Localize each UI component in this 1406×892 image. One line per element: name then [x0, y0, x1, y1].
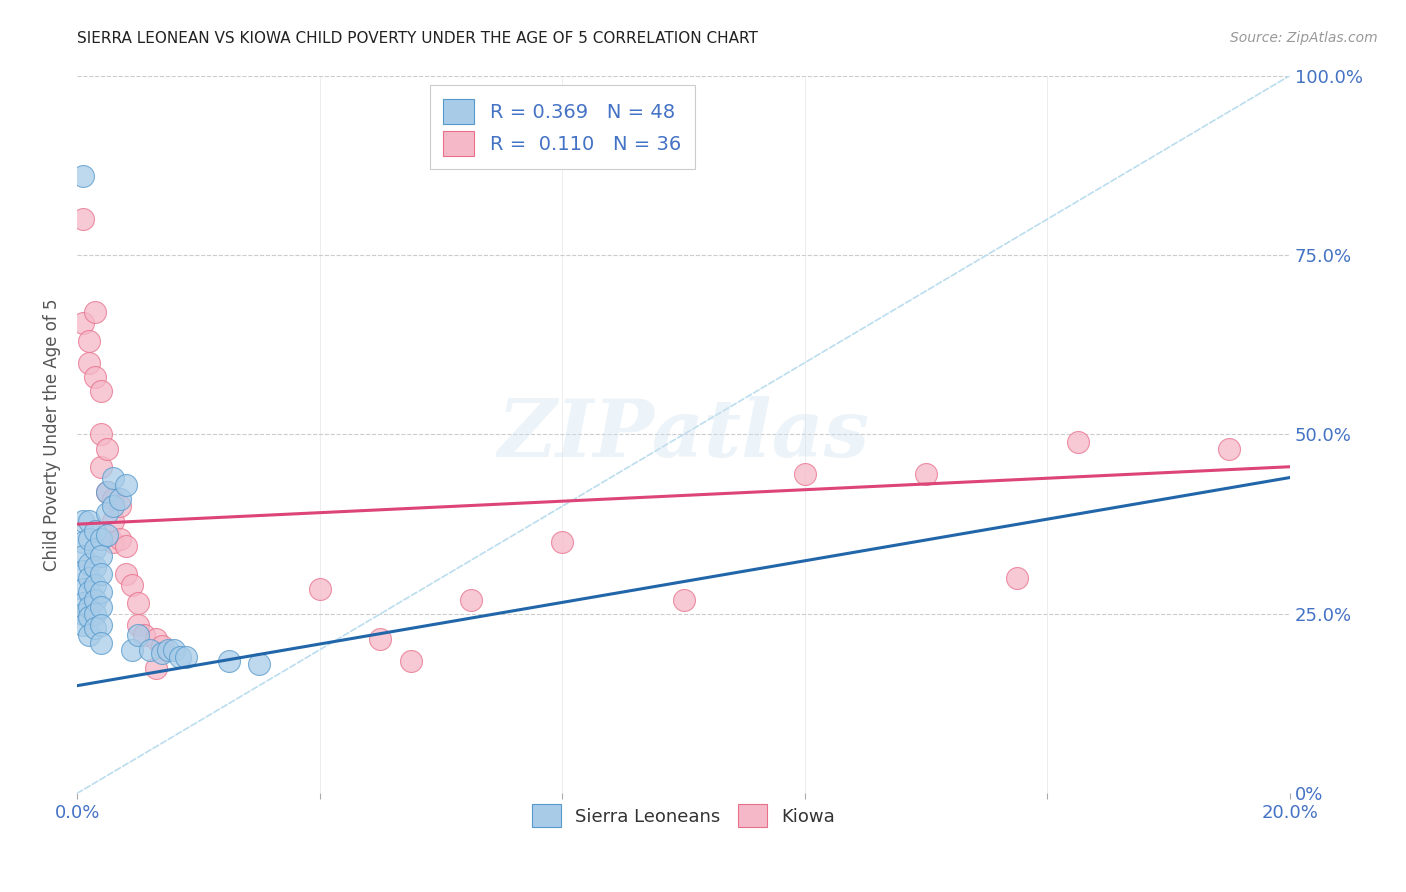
Point	[169, 650, 191, 665]
Point	[84, 578, 107, 592]
Point	[96, 484, 118, 499]
Point	[114, 477, 136, 491]
Point	[174, 650, 197, 665]
Point	[127, 628, 149, 642]
Point	[103, 470, 125, 484]
Point	[84, 592, 107, 607]
Point	[77, 571, 100, 585]
Legend: Sierra Leoneans, Kiowa: Sierra Leoneans, Kiowa	[524, 797, 842, 835]
Point	[72, 316, 94, 330]
Text: SIERRA LEONEAN VS KIOWA CHILD POVERTY UNDER THE AGE OF 5 CORRELATION CHART: SIERRA LEONEAN VS KIOWA CHILD POVERTY UN…	[77, 31, 758, 46]
Point	[460, 592, 482, 607]
Point	[96, 528, 118, 542]
Point	[77, 599, 100, 614]
Point	[793, 467, 815, 481]
Point	[72, 212, 94, 227]
Point	[90, 427, 112, 442]
Point	[163, 642, 186, 657]
Text: ZIPatlas: ZIPatlas	[498, 396, 870, 473]
Point	[121, 578, 143, 592]
Point	[96, 484, 118, 499]
Point	[90, 635, 112, 649]
Point	[72, 617, 94, 632]
Point	[72, 607, 94, 621]
Point	[72, 514, 94, 528]
Point	[77, 532, 100, 546]
Point	[77, 557, 100, 571]
Point	[77, 514, 100, 528]
Point	[72, 582, 94, 596]
Point	[72, 549, 94, 564]
Point	[90, 549, 112, 564]
Point	[247, 657, 270, 672]
Point	[1005, 571, 1028, 585]
Point	[90, 617, 112, 632]
Point	[915, 467, 938, 481]
Point	[103, 491, 125, 506]
Point	[1067, 434, 1090, 449]
Point	[72, 564, 94, 578]
Point	[84, 542, 107, 557]
Point	[77, 628, 100, 642]
Point	[72, 535, 94, 549]
Point	[218, 654, 240, 668]
Point	[114, 539, 136, 553]
Point	[103, 535, 125, 549]
Point	[96, 507, 118, 521]
Point	[127, 617, 149, 632]
Point	[84, 524, 107, 539]
Point	[121, 642, 143, 657]
Point	[108, 532, 131, 546]
Point	[114, 567, 136, 582]
Point	[77, 334, 100, 348]
Point	[370, 632, 392, 646]
Point	[103, 514, 125, 528]
Point	[139, 642, 162, 657]
Point	[90, 459, 112, 474]
Point	[77, 610, 100, 624]
Point	[108, 491, 131, 506]
Point	[84, 560, 107, 574]
Point	[308, 582, 330, 596]
Point	[150, 646, 173, 660]
Point	[157, 642, 180, 657]
Point	[108, 500, 131, 514]
Point	[84, 305, 107, 319]
Point	[103, 500, 125, 514]
Point	[90, 532, 112, 546]
Point	[132, 628, 155, 642]
Point	[145, 661, 167, 675]
Point	[127, 596, 149, 610]
Point	[145, 632, 167, 646]
Point	[399, 654, 422, 668]
Point	[1218, 442, 1240, 456]
Y-axis label: Child Poverty Under the Age of 5: Child Poverty Under the Age of 5	[44, 298, 60, 571]
Point	[150, 639, 173, 653]
Point	[96, 442, 118, 456]
Point	[551, 535, 574, 549]
Point	[77, 356, 100, 370]
Point	[90, 585, 112, 599]
Point	[84, 621, 107, 635]
Point	[84, 370, 107, 384]
Point	[72, 596, 94, 610]
Text: Source: ZipAtlas.com: Source: ZipAtlas.com	[1230, 31, 1378, 45]
Point	[672, 592, 695, 607]
Point	[72, 169, 94, 183]
Point	[90, 567, 112, 582]
Point	[77, 585, 100, 599]
Point	[90, 384, 112, 399]
Point	[84, 607, 107, 621]
Point	[90, 599, 112, 614]
